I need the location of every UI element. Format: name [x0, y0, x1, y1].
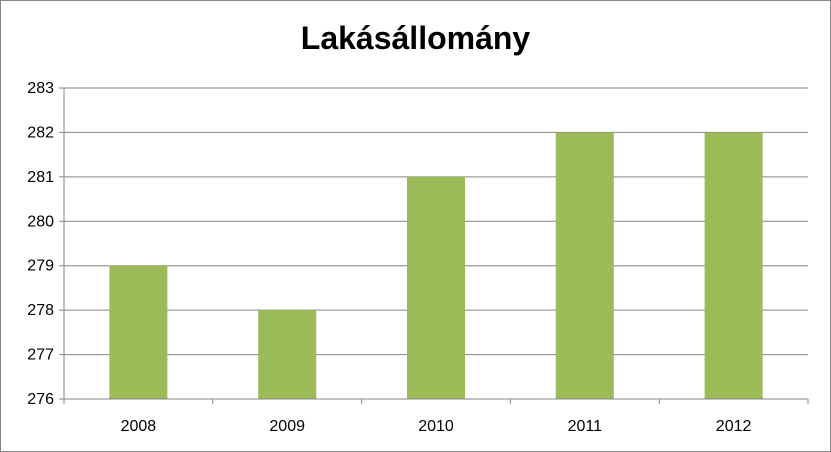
- bar-2012: [704, 132, 763, 399]
- chart-title: Lakásállomány: [300, 20, 531, 56]
- y-tick-label: 282: [27, 124, 54, 141]
- bar-2010: [406, 176, 466, 399]
- x-tick-label: 2011: [568, 418, 603, 435]
- bar-2008: [109, 265, 168, 399]
- x-tick-label: 2008: [121, 418, 157, 435]
- x-tick-label: 2009: [269, 418, 305, 435]
- x-tick-label: 2012: [716, 418, 752, 435]
- x-tick-label: 2010: [418, 418, 454, 435]
- bar-2009: [258, 310, 317, 399]
- y-tick-label: 280: [27, 213, 54, 230]
- y-tick-label: 279: [27, 258, 54, 275]
- y-tick-label: 276: [27, 391, 54, 408]
- bar-2011: [555, 132, 614, 399]
- y-tick-label: 277: [27, 347, 54, 364]
- y-tick-label: 278: [27, 302, 54, 319]
- y-tick-label: 281: [27, 169, 54, 186]
- y-tick-label: 283: [27, 80, 54, 97]
